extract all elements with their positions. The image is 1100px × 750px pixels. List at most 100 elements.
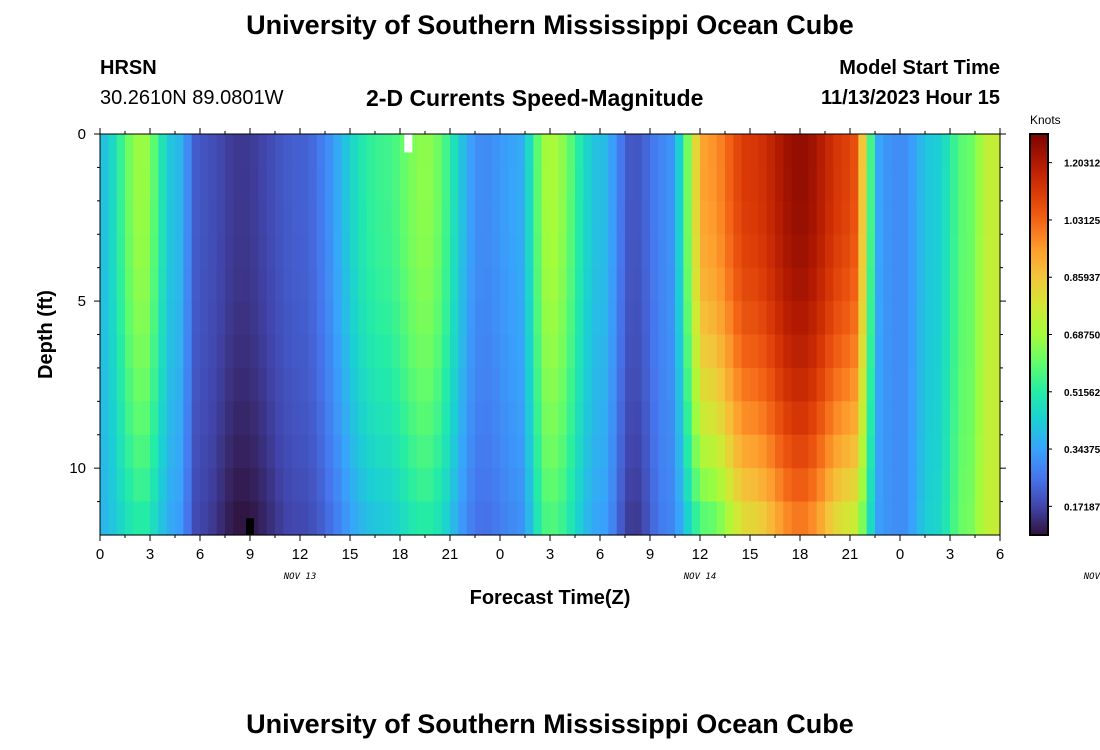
heatmap-cell (141, 301, 151, 336)
heatmap-cell (325, 434, 334, 469)
heatmap-cell (175, 367, 184, 402)
heatmap-cell (766, 167, 776, 202)
heatmap-cell (200, 301, 209, 336)
heatmap-cell (291, 501, 301, 536)
x-tick-label: 3 (546, 546, 554, 563)
heatmap-cell (166, 434, 176, 469)
heatmap-cell (816, 167, 826, 202)
heatmap-cell (508, 134, 518, 169)
heatmap-cell (833, 334, 843, 369)
heatmap-cell (633, 234, 643, 269)
heatmap-cell (141, 434, 151, 469)
date-label: NOV 15 (1083, 572, 1100, 582)
heatmap-cell (433, 200, 443, 235)
heatmap-cell (941, 334, 951, 369)
heatmap-cell (225, 434, 234, 469)
heatmap-cell (525, 200, 534, 235)
heatmap-cell (575, 334, 584, 369)
heatmap-cell (191, 367, 201, 402)
heatmap-cell (866, 468, 876, 503)
heatmap-cell (183, 301, 193, 336)
heatmap-cell (966, 301, 976, 336)
x-axis-title: Forecast Time(Z) (470, 587, 631, 609)
heatmap-cell (191, 401, 201, 436)
heatmap-cell (600, 468, 609, 503)
heatmap-cell (225, 234, 234, 269)
heatmap-cell (266, 501, 276, 536)
missing-data-cell (404, 134, 413, 153)
heatmap-cell (125, 401, 134, 436)
heatmap-cell (533, 334, 543, 369)
heatmap-cell (816, 334, 826, 369)
heatmap-cell (383, 401, 393, 436)
heatmap-cell (900, 200, 909, 235)
heatmap-cell (333, 200, 343, 235)
heatmap-cell (900, 468, 909, 503)
heatmap-cell (583, 367, 593, 402)
heatmap-cell (850, 401, 859, 436)
heatmap-cell (833, 134, 843, 169)
heatmap-cell (691, 334, 701, 369)
heatmap-cell (525, 234, 534, 269)
heatmap-cell (991, 468, 1001, 503)
heatmap-cell (241, 167, 251, 202)
heatmap-cell (783, 134, 793, 169)
heatmap-cell (750, 434, 759, 469)
heatmap-cell (308, 468, 318, 503)
heatmap-cell (266, 468, 276, 503)
heatmap-cell (583, 134, 593, 169)
heatmap-cell (308, 367, 318, 402)
heatmap-cell (116, 367, 126, 402)
heatmap-cell (525, 334, 534, 369)
heatmap-cell (466, 167, 476, 202)
heatmap-cell (875, 501, 884, 536)
heatmap-cell (608, 434, 618, 469)
heatmap-cell (283, 167, 293, 202)
heatmap-cell (991, 367, 1001, 402)
heatmap-cell (975, 134, 984, 169)
heatmap-cell (608, 301, 618, 336)
heatmap-cell (491, 134, 501, 169)
heatmap-cell (283, 234, 293, 269)
heatmap-cell (158, 401, 168, 436)
heatmap-cell (833, 200, 843, 235)
heatmap-cell (616, 401, 626, 436)
heatmap-cell (133, 267, 143, 302)
heatmap-cell (366, 200, 376, 235)
heatmap-cell (608, 167, 618, 202)
heatmap-cell (241, 267, 251, 302)
heatmap-cell (950, 367, 959, 402)
heatmap-cell (441, 301, 451, 336)
heatmap-cell (716, 301, 726, 336)
heatmap-cell (258, 401, 268, 436)
heatmap-cell (233, 401, 243, 436)
heatmap-cell (616, 200, 626, 235)
heatmap-cell (308, 200, 318, 235)
heatmap-cell (441, 367, 451, 402)
heatmap-cell (458, 134, 468, 169)
heatmap-cell (583, 334, 593, 369)
heatmap-cell (458, 167, 468, 202)
heatmap-cell (491, 501, 501, 536)
heatmap-cell (300, 200, 309, 235)
heatmap-cell (566, 234, 576, 269)
heatmap-cell (841, 301, 851, 336)
heatmap-cell (841, 367, 851, 402)
heatmap-cell (941, 200, 951, 235)
heatmap-cell (300, 367, 309, 402)
heatmap-cell (708, 367, 718, 402)
heatmap-cell (858, 468, 868, 503)
heatmap-cell (916, 267, 926, 302)
heatmap-cell (341, 334, 351, 369)
heatmap-cell (341, 167, 351, 202)
heatmap-cell (583, 434, 593, 469)
heatmap-cell (358, 401, 368, 436)
heatmap-cell (175, 401, 184, 436)
heatmap-cell (666, 501, 676, 536)
heatmap-cell (108, 234, 118, 269)
heatmap-cell (383, 334, 393, 369)
heatmap-cell (166, 501, 176, 536)
heatmap-cell (750, 301, 759, 336)
heatmap-cell (816, 267, 826, 302)
heatmap-cell (483, 501, 493, 536)
